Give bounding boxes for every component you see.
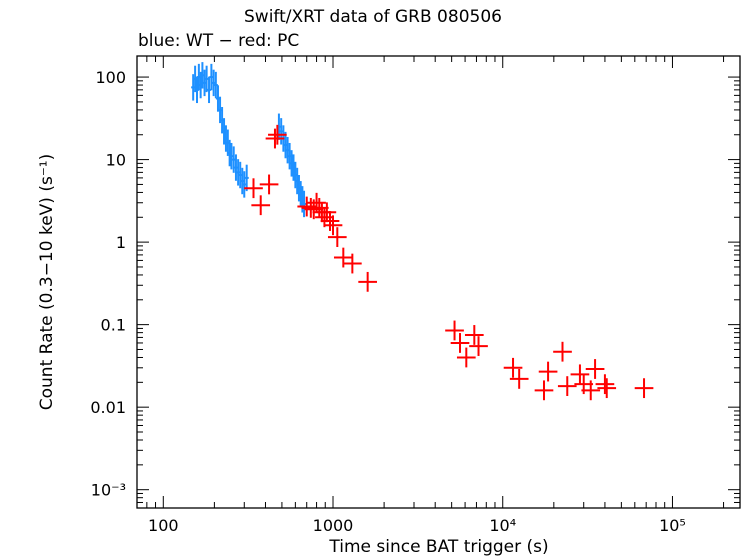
pc-data-point bbox=[268, 124, 287, 145]
pc-data-point bbox=[570, 364, 590, 385]
y-tick-label: 10 bbox=[106, 151, 126, 170]
pc-data-point bbox=[265, 128, 285, 149]
pc-data-point bbox=[509, 369, 529, 389]
x-tick-label: 1000 bbox=[313, 516, 354, 535]
x-tick-label: 10⁵ bbox=[659, 516, 686, 535]
pc-data-point bbox=[327, 227, 347, 248]
pc-data-point bbox=[317, 202, 337, 223]
pc-data-point bbox=[464, 325, 484, 345]
pc-data-point bbox=[634, 378, 654, 399]
chart-title: Swift/XRT data of GRB 080506 bbox=[244, 7, 502, 27]
pc-data-point bbox=[538, 361, 558, 382]
pc-data-point bbox=[503, 357, 523, 378]
chart-subtitle: blue: WT − red: PC bbox=[138, 31, 300, 51]
x-tick-label: 10⁴ bbox=[489, 516, 516, 535]
plot-frame bbox=[136, 55, 741, 509]
pc-data-point bbox=[557, 376, 577, 397]
wt-data-point bbox=[302, 190, 307, 218]
y-axis-label: Count Rate (0.3−10 keV) (s⁻¹) bbox=[37, 154, 57, 411]
pc-data-point bbox=[445, 320, 464, 341]
pc-data-point bbox=[581, 380, 601, 401]
wt-data-point bbox=[204, 65, 209, 93]
pc-data-point bbox=[585, 359, 605, 379]
pc-data-point bbox=[320, 211, 340, 231]
pc-data-point bbox=[259, 174, 279, 195]
x-axis-label: Time since BAT trigger (s) bbox=[328, 537, 548, 557]
pc-data-point bbox=[595, 374, 615, 395]
wt-data-point bbox=[242, 171, 247, 198]
y-tick-label: 10⁻³ bbox=[91, 481, 126, 500]
y-tick-label: 1 bbox=[116, 233, 126, 252]
y-tick-label: 0.01 bbox=[90, 398, 126, 417]
pc-data-point bbox=[343, 253, 362, 274]
pc-data-point bbox=[358, 271, 377, 292]
pc-data-point bbox=[323, 215, 343, 236]
y-tick-label: 0.1 bbox=[101, 316, 126, 335]
pc-data-point bbox=[534, 380, 554, 401]
pc-data-point bbox=[244, 178, 263, 199]
pc-data-point bbox=[309, 197, 329, 218]
axes-layer: 100 1000 10⁴ 10⁵ 100 10 1 0.1 0.01 10⁻³ bbox=[90, 56, 740, 535]
pc-data-point bbox=[251, 195, 271, 216]
x-tick-label: 100 bbox=[148, 516, 179, 535]
pc-data-point bbox=[450, 333, 470, 353]
y-tick-label: 100 bbox=[95, 68, 126, 87]
pc-data-point bbox=[597, 378, 617, 399]
pc-data-point bbox=[469, 336, 488, 356]
pc-data-point bbox=[456, 347, 476, 368]
pc-data-point bbox=[553, 341, 572, 362]
data-points-layer bbox=[191, 62, 654, 401]
wt-data-point bbox=[244, 164, 249, 192]
wt-data-point bbox=[213, 71, 218, 99]
